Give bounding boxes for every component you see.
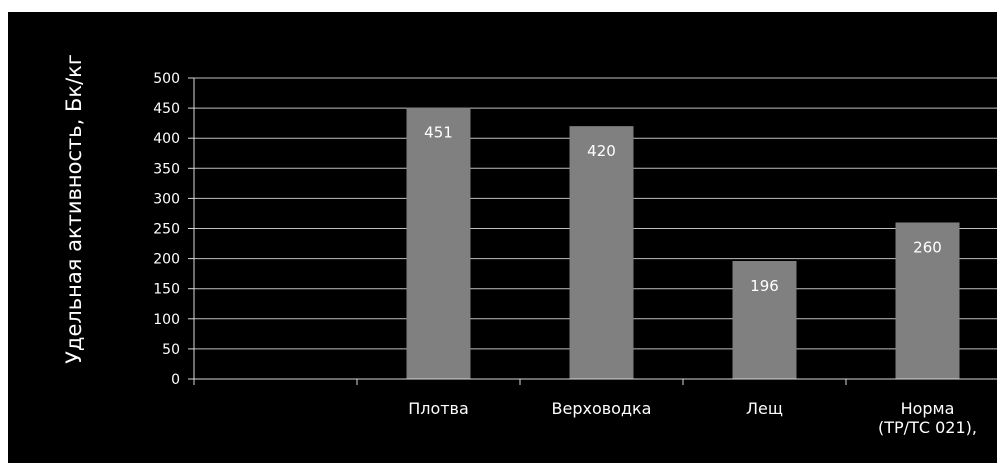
y-tick-labels: 0 50 100 150 200 250 300 350 400 450 500 (153, 71, 180, 388)
y-tick-label: 400 (153, 131, 180, 147)
bar (569, 126, 634, 379)
y-axis-label: Удельная активность, Бк/кг (62, 54, 86, 364)
y-tick-label: 0 (171, 372, 180, 388)
y-tick-label: 350 (153, 161, 180, 177)
y-tick-label: 100 (153, 312, 180, 328)
x-category-labels: Плотва Верховодка Лещ Норма (ТР/ТС 021), (408, 399, 977, 437)
data-label: 196 (750, 277, 779, 295)
x-category-label-line: (ТР/ТС 021), (878, 418, 977, 437)
x-category-label-line: Норма (901, 399, 955, 418)
bar (406, 107, 471, 380)
data-label: 420 (587, 142, 616, 160)
x-category-label: Плотва (408, 399, 469, 418)
chart-area: 0 50 100 150 200 250 300 350 400 450 500 Плотва Вер… (8, 12, 997, 463)
data-label: 451 (424, 123, 453, 141)
bars (406, 107, 960, 380)
x-category-label-line: Плотва (408, 399, 469, 418)
data-label: 260 (913, 238, 942, 256)
x-category-label: Норма (ТР/ТС 021), (878, 399, 977, 437)
y-tick-label: 150 (153, 282, 180, 298)
x-category-label: Лещ (746, 399, 783, 418)
bar-chart: 0 50 100 150 200 250 300 350 400 450 500 Плотва Вер… (62, 54, 997, 437)
bar (732, 261, 797, 379)
y-tick-label: 50 (162, 342, 180, 358)
data-labels: 451 420 196 260 (424, 123, 942, 295)
x-category-label-line: Лещ (746, 399, 783, 418)
axes (193, 78, 997, 385)
y-tick-label: 250 (153, 222, 180, 238)
y-tick-label: 450 (153, 101, 180, 117)
y-tick-label: 200 (153, 252, 180, 268)
bar (895, 222, 960, 379)
y-tick-label: 300 (153, 191, 180, 207)
x-category-label: Верховодка (552, 399, 652, 418)
x-category-label-line: Верховодка (552, 399, 652, 418)
y-tick-label: 500 (153, 71, 180, 87)
